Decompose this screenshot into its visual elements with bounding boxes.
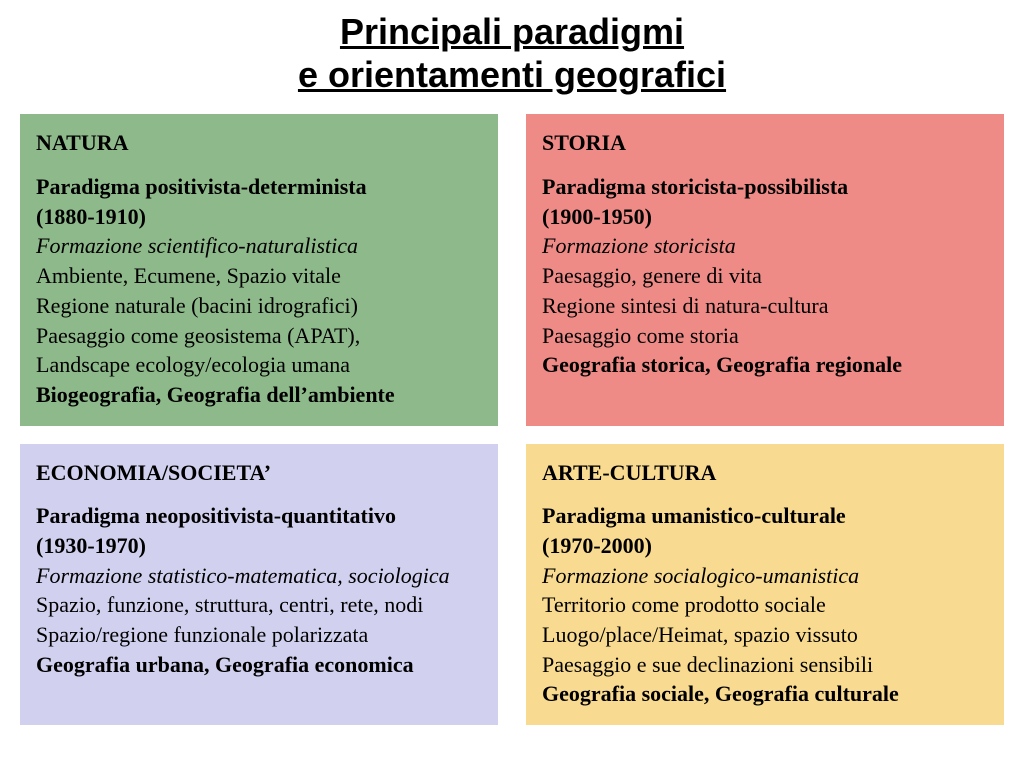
panel-natura: NATURA Paradigma positivista-determinist… bbox=[20, 114, 498, 425]
paradigm-line: Paradigma positivista-determinista bbox=[36, 172, 482, 202]
panel-heading: NATURA bbox=[36, 128, 482, 158]
panel-arte-cultura: ARTE-CULTURA Paradigma umanistico-cultur… bbox=[526, 444, 1004, 726]
formation-line: Formazione storicista bbox=[542, 231, 988, 261]
body-line: Regione sintesi di natura-cultura bbox=[542, 291, 988, 321]
paradigm-years: (1930-1970) bbox=[36, 531, 482, 561]
panel-heading: ARTE-CULTURA bbox=[542, 458, 988, 488]
title-line-1: Principali paradigmi bbox=[20, 10, 1004, 53]
paradigm-years: (1900-1950) bbox=[542, 202, 988, 232]
body-line: Paesaggio come geosistema (APAT), bbox=[36, 321, 482, 351]
strong-line: Geografia urbana, Geografia economica bbox=[36, 650, 482, 680]
body-line: Ambiente, Ecumene, Spazio vitale bbox=[36, 261, 482, 291]
formation-line: Formazione scientifico-naturalistica bbox=[36, 231, 482, 261]
body-line: Spazio/regione funzionale polarizzata bbox=[36, 620, 482, 650]
paradigm-line: Paradigma storicista-possibilista bbox=[542, 172, 988, 202]
body-line: Paesaggio e sue declinazioni sensibili bbox=[542, 650, 988, 680]
body-line: Regione naturale (bacini idrografici) bbox=[36, 291, 482, 321]
body-line: Territorio come prodotto sociale bbox=[542, 590, 988, 620]
formation-line: Formazione statistico-matematica, sociol… bbox=[36, 561, 482, 591]
body-line: Luogo/place/Heimat, spazio vissuto bbox=[542, 620, 988, 650]
body-line: Spazio, funzione, struttura, centri, ret… bbox=[36, 590, 482, 620]
panel-economia: ECONOMIA/SOCIETA’ Paradigma neopositivis… bbox=[20, 444, 498, 726]
panel-heading: STORIA bbox=[542, 128, 988, 158]
slide-page: Principali paradigmi e orientamenti geog… bbox=[0, 0, 1024, 768]
panel-storia: STORIA Paradigma storicista-possibilista… bbox=[526, 114, 1004, 425]
body-line: Paesaggio come storia bbox=[542, 321, 988, 351]
title-line-2: e orientamenti geografici bbox=[20, 53, 1004, 96]
panel-heading: ECONOMIA/SOCIETA’ bbox=[36, 458, 482, 488]
formation-line: Formazione socialogico-umanistica bbox=[542, 561, 988, 591]
body-line: Landscape ecology/ecologia umana bbox=[36, 350, 482, 380]
body-line: Paesaggio, genere di vita bbox=[542, 261, 988, 291]
paradigm-line: Paradigma neopositivista-quantitativo bbox=[36, 501, 482, 531]
paradigm-years: (1970-2000) bbox=[542, 531, 988, 561]
title-block: Principali paradigmi e orientamenti geog… bbox=[20, 10, 1004, 96]
strong-line: Geografia storica, Geografia regionale bbox=[542, 350, 988, 380]
strong-line: Geografia sociale, Geografia culturale bbox=[542, 679, 988, 709]
strong-line: Biogeografia, Geografia dell’ambiente bbox=[36, 380, 482, 410]
panel-grid: NATURA Paradigma positivista-determinist… bbox=[20, 114, 1004, 725]
paradigm-years: (1880-1910) bbox=[36, 202, 482, 232]
paradigm-line: Paradigma umanistico-culturale bbox=[542, 501, 988, 531]
